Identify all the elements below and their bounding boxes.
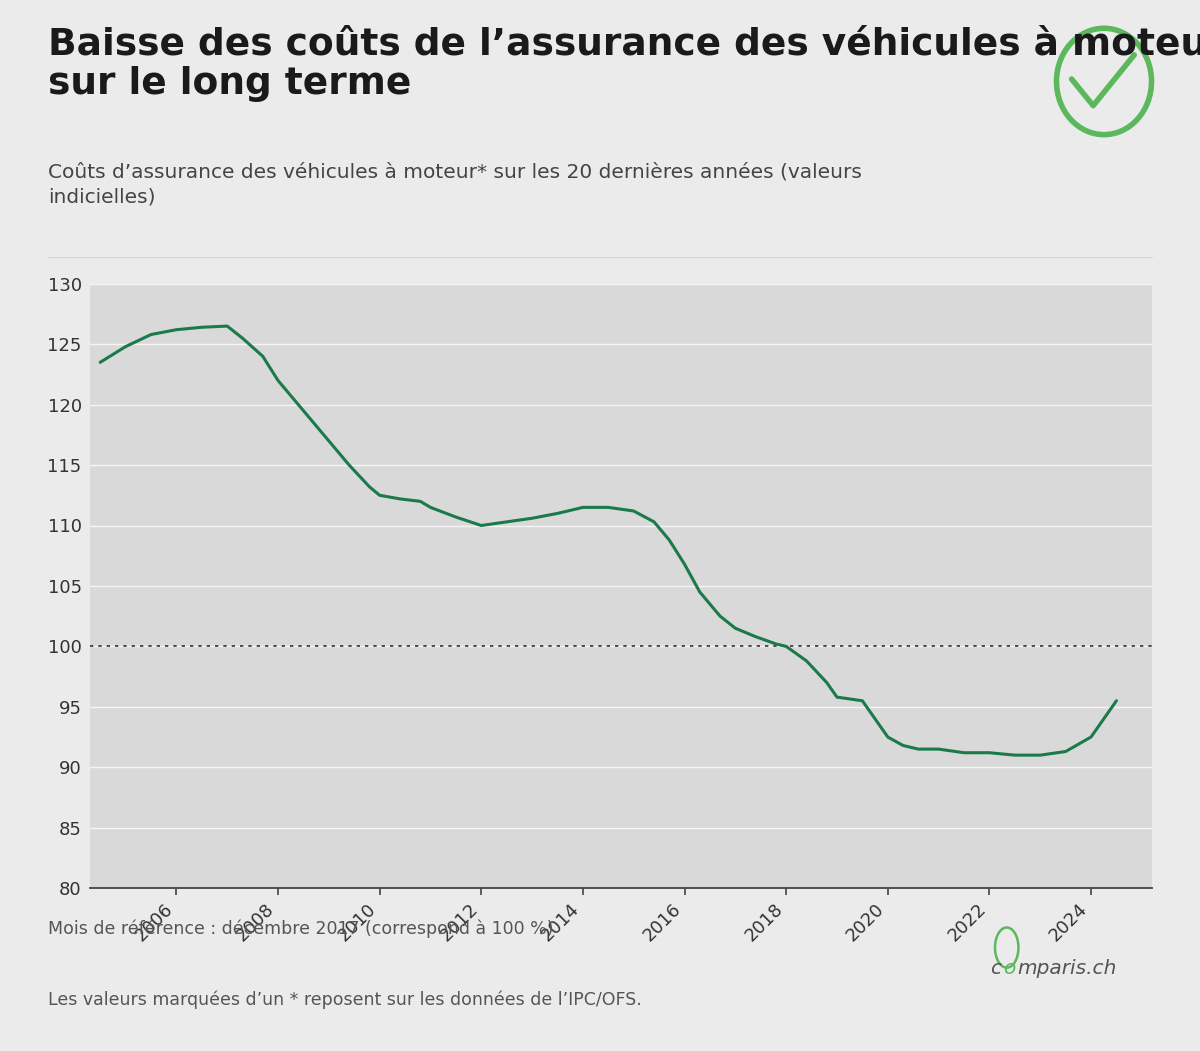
Text: Coûts d’assurance des véhicules à moteur* sur les 20 dernières années (valeurs
i: Coûts d’assurance des véhicules à moteur…: [48, 163, 862, 207]
Text: mparis.ch: mparis.ch: [1018, 959, 1117, 977]
Text: Mois de référence : décembre 2017 (correspond à 100 %): Mois de référence : décembre 2017 (corre…: [48, 920, 553, 939]
Text: Les valeurs marquées d’un * reposent sur les données de l’IPC/OFS.: Les valeurs marquées d’un * reposent sur…: [48, 990, 642, 1009]
Text: c: c: [990, 959, 1001, 977]
Text: Baisse des coûts de l’assurance des véhicules à moteur
sur le long terme: Baisse des coûts de l’assurance des véhi…: [48, 26, 1200, 103]
Text: o: o: [1003, 959, 1015, 977]
